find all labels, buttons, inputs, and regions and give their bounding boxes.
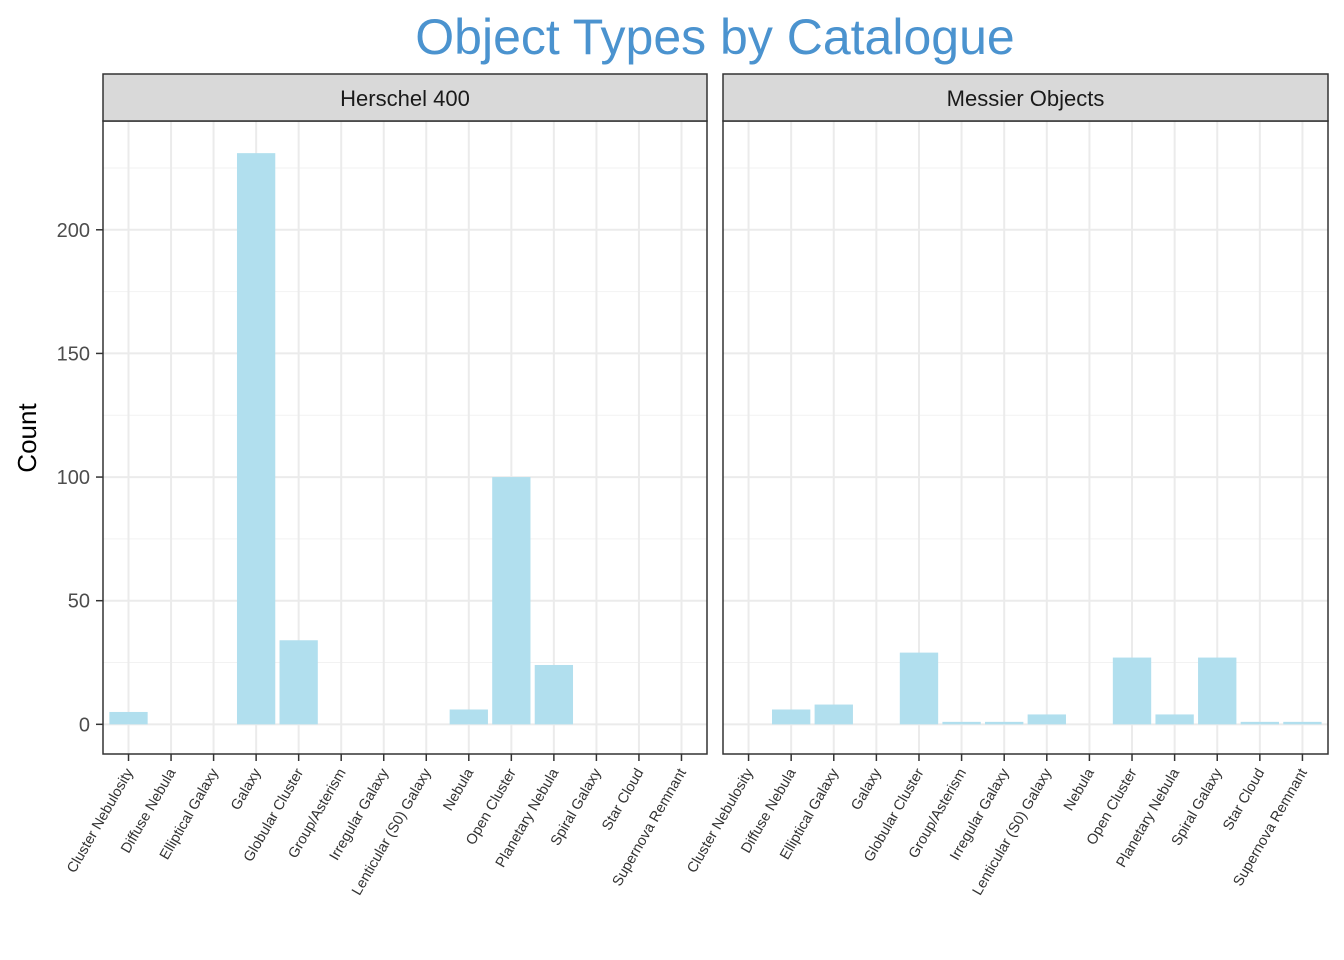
x-tick-label: Lenticular (S0) Galaxy — [349, 765, 435, 898]
bar-1-13 — [1283, 721, 1322, 725]
facet-strip-label: Messier Objects — [947, 86, 1105, 111]
x-tick-label: Cluster Nebulosity — [64, 765, 137, 876]
bar-0-10 — [534, 664, 574, 725]
bar-0-8 — [449, 709, 488, 725]
y-axis-label: Count — [12, 403, 42, 473]
facet-strip — [722, 73, 1329, 122]
bar-1-1 — [771, 709, 811, 725]
y-tick-label: 50 — [68, 591, 90, 613]
x-tick-label: Galaxy — [228, 765, 265, 813]
y-tick-label: 0 — [79, 714, 90, 736]
facet-strip-label: Herschel 400 — [340, 86, 470, 111]
bar-1-10 — [1155, 714, 1194, 725]
bar-0-4 — [279, 640, 318, 725]
bar-1-11 — [1198, 657, 1237, 725]
bar-0-3 — [236, 153, 276, 725]
x-tick-label: Lenticular (S0) Galaxy — [970, 765, 1056, 898]
x-tick-label: Supernova Remnant — [610, 766, 690, 889]
chart-title: Object Types by Catalogue — [415, 9, 1014, 65]
panel-background — [103, 121, 707, 754]
bar-1-12 — [1240, 721, 1280, 725]
x-tick-label: Nebula — [440, 765, 477, 814]
bar-1-7 — [1027, 714, 1066, 725]
x-tick-label: Star Cloud — [1220, 766, 1268, 833]
bar-0-9 — [492, 477, 531, 725]
y-tick-label: 100 — [57, 467, 90, 489]
x-tick-label: Galaxy — [848, 765, 885, 813]
bar-1-5 — [942, 721, 981, 725]
y-tick-label: 150 — [57, 343, 90, 365]
bar-1-2 — [814, 704, 853, 725]
x-tick-label: Star Cloud — [599, 766, 647, 833]
bar-1-4 — [899, 652, 939, 725]
facet-strip — [102, 73, 708, 122]
x-tick-label: Nebula — [1061, 765, 1098, 814]
x-tick-label: Cluster Nebulosity — [684, 765, 757, 876]
bar-1-6 — [985, 721, 1024, 725]
y-tick-label: 200 — [57, 220, 90, 242]
bar-0-0 — [109, 711, 148, 725]
panel-background — [723, 121, 1328, 754]
bar-1-9 — [1112, 657, 1152, 725]
x-tick-label: Supernova Remnant — [1231, 766, 1311, 889]
